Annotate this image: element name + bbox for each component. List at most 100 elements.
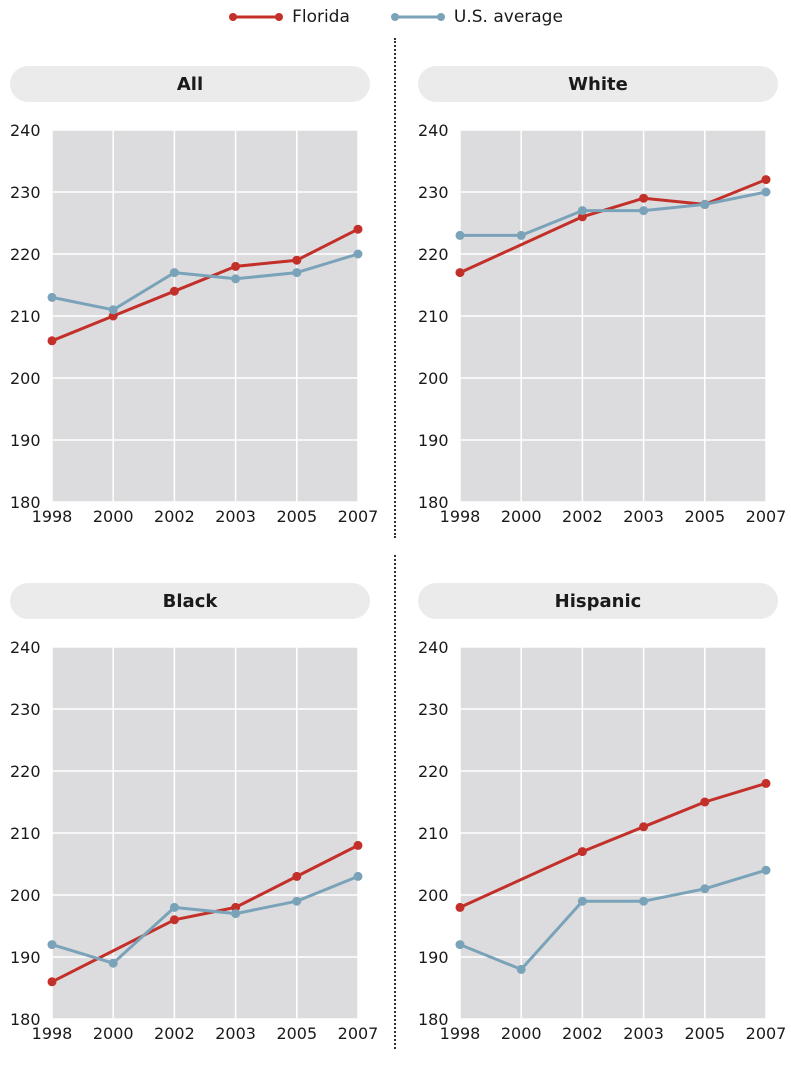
y-tick-label: 180 xyxy=(10,1010,41,1029)
line-chart: 180 190 200 210 220 230 240 1998 2000 2002 2003 200… xyxy=(418,121,787,526)
y-tick-label: 220 xyxy=(10,245,41,264)
y-tick-label: 190 xyxy=(418,948,449,967)
x-tick-label: 2002 xyxy=(562,1024,603,1043)
panel-title: Hispanic xyxy=(418,583,778,619)
data-point xyxy=(700,199,710,209)
series-line xyxy=(51,227,359,343)
x-tick-label: 2005 xyxy=(276,1024,317,1043)
data-point xyxy=(353,224,363,234)
data-point xyxy=(516,964,526,974)
y-tick-label: 200 xyxy=(10,369,41,388)
series-line xyxy=(460,190,767,237)
data-point xyxy=(577,212,587,222)
y-tick-label: 230 xyxy=(418,183,449,202)
x-tick-label: 2000 xyxy=(501,1024,542,1043)
y-tick-label: 190 xyxy=(10,948,41,967)
data-point xyxy=(700,884,710,894)
x-tick-label: 2005 xyxy=(684,1024,725,1043)
legend-swatch xyxy=(390,13,445,21)
y-tick-label: 210 xyxy=(10,824,41,843)
data-point xyxy=(353,249,363,259)
data-point xyxy=(761,778,771,788)
data-point xyxy=(577,847,587,857)
data-point xyxy=(108,305,118,315)
data-point xyxy=(700,797,710,807)
panel-title: All xyxy=(10,66,370,102)
data-point xyxy=(108,311,118,321)
data-point xyxy=(292,871,302,881)
data-point xyxy=(353,840,363,850)
data-point xyxy=(639,206,649,216)
legend-marker xyxy=(275,13,284,21)
legend-marker xyxy=(390,13,399,21)
y-tick-label: 200 xyxy=(10,886,41,905)
x-tick-label: 2005 xyxy=(276,507,317,526)
data-point xyxy=(455,902,465,912)
data-point xyxy=(577,896,587,906)
x-tick-label: 2002 xyxy=(154,1024,195,1043)
data-point xyxy=(169,286,179,296)
y-tick-label: 210 xyxy=(418,824,449,843)
data-point xyxy=(169,915,179,925)
data-point xyxy=(639,822,649,832)
line-chart: 180 190 200 210 220 230 240 1998 2000 2002 2003 200… xyxy=(418,638,786,1043)
y-tick-label: 210 xyxy=(418,307,449,326)
x-tick-label: 2007 xyxy=(338,1024,379,1043)
panel-divider xyxy=(394,38,396,538)
legend-marker xyxy=(229,13,238,21)
data-point xyxy=(577,206,587,216)
x-tick-label: 1998 xyxy=(440,1024,481,1043)
y-tick-label: 180 xyxy=(10,493,41,512)
data-point xyxy=(353,871,363,881)
data-point xyxy=(231,274,241,284)
x-tick-label: 2007 xyxy=(338,507,379,526)
y-tick-label: 200 xyxy=(418,886,449,905)
data-point xyxy=(231,261,241,271)
legend-item: Florida xyxy=(228,7,350,27)
legend-label: U.S. average xyxy=(453,7,563,27)
chart-panel-black: Black 180 190 200 210 220 230 240 1998 2000 2002 2… xyxy=(10,583,380,1073)
data-point xyxy=(47,292,57,302)
data-point xyxy=(516,230,526,240)
data-point xyxy=(455,940,465,950)
x-tick-label: 2003 xyxy=(623,507,664,526)
x-tick-label: 2005 xyxy=(684,507,725,526)
data-point xyxy=(231,909,241,919)
x-tick-label: 2003 xyxy=(623,1024,664,1043)
x-tick-label: 2002 xyxy=(562,507,603,526)
chart-legend: Florida U.S. average xyxy=(0,0,791,34)
x-tick-label: 2007 xyxy=(746,507,787,526)
legend-swatch xyxy=(229,13,284,21)
data-point xyxy=(761,175,771,185)
y-tick-label: 220 xyxy=(418,762,449,781)
series-line xyxy=(459,868,767,971)
y-tick-label: 240 xyxy=(418,638,449,657)
legend-marker xyxy=(436,13,445,21)
line-chart: 180 190 200 210 220 230 240 1998 2000 2002 2003 200… xyxy=(10,121,379,526)
line-chart: 180 190 200 210 220 230 240 1998 2000 2002 2003 200… xyxy=(10,638,379,1043)
data-point xyxy=(169,902,179,912)
panel-divider xyxy=(394,555,396,1049)
data-point xyxy=(231,902,241,912)
legend-label: Florida xyxy=(292,7,350,27)
y-tick-label: 240 xyxy=(10,638,41,657)
x-tick-label: 1998 xyxy=(32,507,73,526)
y-tick-label: 230 xyxy=(10,183,41,202)
x-tick-label: 2002 xyxy=(154,507,195,526)
y-tick-label: 180 xyxy=(418,1010,449,1029)
y-tick-label: 220 xyxy=(418,245,449,264)
y-tick-label: 230 xyxy=(418,700,449,719)
series-line xyxy=(51,875,359,965)
data-point xyxy=(169,268,179,278)
y-tick-label: 210 xyxy=(10,307,41,326)
data-point xyxy=(292,268,302,278)
data-point xyxy=(761,187,771,197)
panel-title: White xyxy=(418,66,778,102)
data-point xyxy=(455,268,465,278)
data-point xyxy=(639,193,649,203)
x-tick-label: 2000 xyxy=(501,507,542,526)
data-point xyxy=(47,940,57,950)
chart-panel-all: All 180 190 200 210 220 230 240 1998 2000 2002 200… xyxy=(10,66,380,556)
series-line xyxy=(51,252,359,312)
data-point xyxy=(455,230,465,240)
